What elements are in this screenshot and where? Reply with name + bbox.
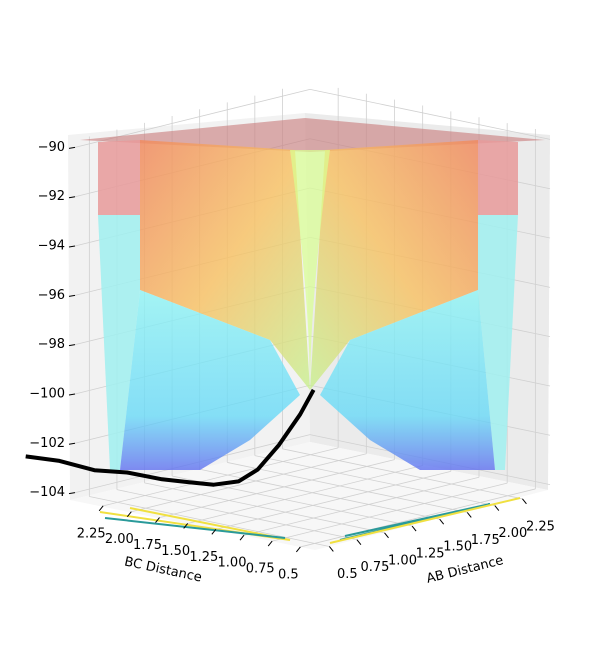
surface-sheet [140, 140, 310, 390]
x-tick-label: 2.25 [526, 519, 555, 534]
grid-line [199, 468, 440, 520]
grid-line [159, 459, 395, 518]
tick-mark [68, 294, 76, 297]
grid-line [144, 482, 385, 534]
tick-mark [68, 344, 76, 347]
tick-mark [211, 529, 217, 535]
y-tick-label: 0.75 [246, 562, 275, 577]
tick-mark [68, 196, 76, 199]
grid-line [309, 89, 551, 140]
grid-line [215, 470, 451, 530]
surface-sheet [310, 140, 478, 390]
trajectory [25, 388, 316, 487]
grid-line [254, 455, 495, 507]
contour [99, 507, 291, 541]
x-tick-label: 1.00 [388, 553, 417, 568]
x-tick-label: 0.75 [360, 560, 389, 575]
tick-mark [68, 492, 76, 495]
grid-line [103, 447, 339, 507]
tick-mark [68, 146, 76, 149]
surface [80, 118, 545, 470]
z-tick-label: −100 [29, 386, 65, 401]
tick-mark [98, 505, 104, 512]
grid-line [243, 476, 480, 536]
x-tick-label: 2.00 [498, 526, 527, 541]
tick-mark [439, 518, 445, 525]
grid-line [272, 482, 508, 542]
tick-mark [411, 525, 417, 532]
grid-line [187, 465, 423, 524]
y-tick-label: 1.75 [133, 538, 162, 553]
surface-wall [98, 215, 140, 470]
y-tick-label: 1.25 [189, 550, 218, 565]
contour [104, 517, 286, 539]
grid-line [282, 448, 523, 500]
tick-mark [356, 539, 362, 545]
y-tick-label: 1.00 [218, 556, 247, 571]
tick-mark [494, 505, 500, 511]
tick-mark [183, 523, 189, 529]
tick-mark [295, 546, 301, 553]
surface-wall [478, 140, 518, 215]
tick-mark [328, 546, 334, 552]
y-tick-label: 1.50 [161, 544, 190, 559]
y-tick-label: 2.25 [77, 526, 106, 541]
z-tick-label: −98 [38, 337, 65, 352]
tick-mark [522, 498, 527, 505]
y-tick-label: 0.5 [278, 567, 299, 582]
x-tick-label: 1.75 [471, 533, 500, 548]
y-tick-label: 2.00 [105, 532, 134, 547]
grid-line [300, 488, 536, 548]
tick-mark [155, 517, 160, 523]
grid-line [89, 496, 330, 547]
surface-wall [478, 215, 518, 470]
tick-mark [384, 532, 389, 539]
z-tick-label: −104 [29, 485, 65, 500]
tick-mark [267, 540, 273, 547]
tick-mark [466, 512, 472, 518]
z-tick-label: −96 [38, 288, 65, 303]
z-tick-label: −92 [38, 189, 65, 204]
surface-wall [98, 140, 140, 215]
tick-mark [126, 511, 132, 518]
surface-saddle [290, 150, 330, 390]
x-tick-label: 1.50 [443, 540, 472, 555]
x-tick-label: 0.5 [337, 567, 358, 582]
x-tick-label: 1.25 [416, 547, 445, 562]
tick-mark [68, 393, 76, 396]
surface-valley [120, 290, 300, 470]
grid-line [116, 489, 358, 541]
surface-valley [320, 290, 495, 470]
grid-line [131, 453, 367, 513]
floor-contours [99, 497, 521, 544]
z-tick-label: −94 [38, 239, 65, 254]
tick-mark [239, 534, 245, 541]
z-tick-label: −102 [29, 436, 65, 451]
tick-mark [68, 245, 76, 248]
contour [329, 497, 521, 544]
tick-mark [68, 442, 76, 445]
grid-line [227, 462, 468, 513]
z-tick-label: −90 [38, 140, 65, 155]
